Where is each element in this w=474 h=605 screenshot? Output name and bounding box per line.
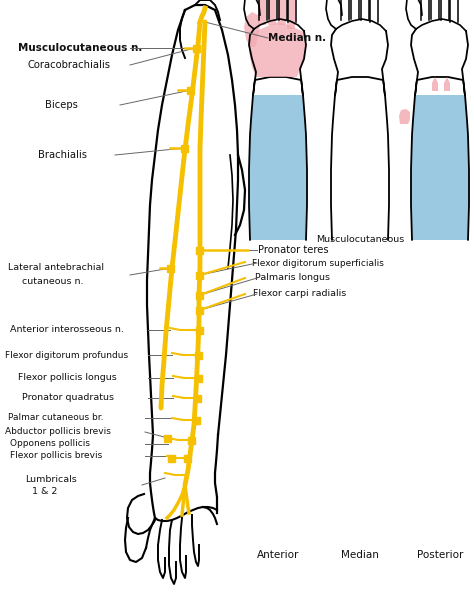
Text: Musculocutaneous: Musculocutaneous (316, 235, 404, 244)
Text: Opponens pollicis: Opponens pollicis (10, 439, 90, 448)
Polygon shape (167, 264, 174, 272)
Polygon shape (399, 109, 410, 124)
Polygon shape (197, 327, 203, 333)
Text: Pronator quadratus: Pronator quadratus (22, 393, 114, 402)
Text: Median n.: Median n. (268, 33, 326, 43)
Text: Pronator teres: Pronator teres (258, 245, 328, 255)
Text: Flexor pollicis longus: Flexor pollicis longus (18, 373, 117, 382)
Polygon shape (197, 272, 203, 278)
Polygon shape (182, 145, 189, 151)
Polygon shape (188, 87, 194, 94)
Polygon shape (184, 454, 191, 462)
Polygon shape (258, 0, 266, 25)
Polygon shape (197, 246, 203, 253)
Text: Palmar cutaneous br.: Palmar cutaneous br. (8, 413, 103, 422)
Text: Anterior interosseous n.: Anterior interosseous n. (10, 325, 124, 335)
Polygon shape (194, 394, 201, 402)
Text: Biceps: Biceps (45, 100, 78, 110)
Text: Flexor pollicis brevis: Flexor pollicis brevis (10, 451, 102, 460)
Text: Anterior: Anterior (257, 550, 299, 560)
Polygon shape (444, 77, 450, 91)
Text: Flexor digitorum profundus: Flexor digitorum profundus (5, 350, 128, 359)
Polygon shape (249, 95, 307, 240)
Text: Musculocutaneous n.: Musculocutaneous n. (18, 43, 142, 53)
Text: Flexor digitorum superficialis: Flexor digitorum superficialis (252, 258, 384, 267)
Polygon shape (195, 352, 202, 359)
Polygon shape (197, 307, 203, 313)
Text: 1 & 2: 1 & 2 (32, 488, 57, 497)
Text: Median: Median (341, 550, 379, 560)
Polygon shape (411, 95, 469, 240)
Text: Lateral antebrachial: Lateral antebrachial (8, 264, 104, 272)
Polygon shape (189, 436, 195, 443)
Text: Coracobrachialis: Coracobrachialis (28, 60, 111, 70)
Polygon shape (197, 292, 203, 298)
Polygon shape (193, 45, 201, 51)
Polygon shape (168, 454, 175, 462)
Polygon shape (164, 434, 172, 442)
Text: Palmaris longus: Palmaris longus (255, 273, 330, 283)
Text: Abductor pollicis brevis: Abductor pollicis brevis (5, 428, 111, 436)
Polygon shape (193, 416, 201, 423)
Polygon shape (268, 0, 276, 25)
Text: Flexor carpi radialis: Flexor carpi radialis (253, 290, 346, 298)
Polygon shape (287, 0, 295, 29)
Polygon shape (432, 77, 438, 91)
Polygon shape (244, 12, 260, 47)
Text: Posterior: Posterior (417, 550, 463, 560)
Polygon shape (195, 374, 202, 382)
Text: Lumbricals: Lumbricals (25, 476, 77, 485)
Text: cutaneous n.: cutaneous n. (22, 278, 83, 287)
Polygon shape (249, 22, 306, 77)
Text: Brachialis: Brachialis (38, 150, 87, 160)
Polygon shape (278, 0, 286, 25)
